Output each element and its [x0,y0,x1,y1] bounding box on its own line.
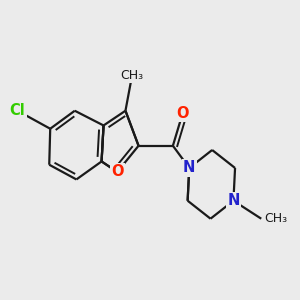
Text: N: N [183,160,195,175]
Text: CH₃: CH₃ [120,69,144,82]
Text: Cl: Cl [10,103,26,118]
Text: O: O [111,164,124,179]
Text: O: O [176,106,189,121]
Text: N: N [227,193,240,208]
Text: CH₃: CH₃ [265,212,288,225]
